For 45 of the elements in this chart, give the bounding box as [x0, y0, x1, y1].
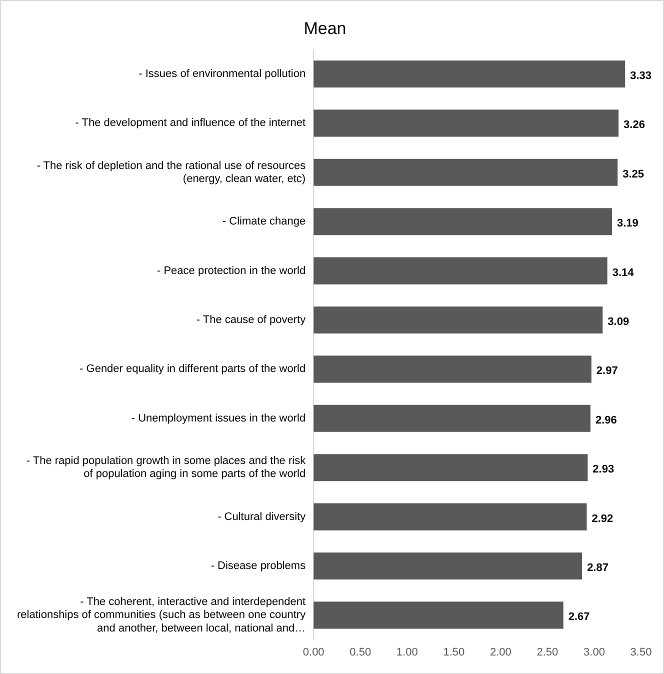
data-label: 2.87	[587, 562, 608, 574]
bar	[314, 158, 618, 186]
y-tick-label: - The risk of depletion and the rational use of resources (energy, clean water, etc)	[36, 160, 306, 186]
data-label: 3.19	[617, 218, 638, 230]
x-tick-label: 1.50	[443, 646, 465, 658]
y-tick-label: - Gender equality in different parts of the world	[80, 363, 306, 376]
x-tick-label: 3.50	[630, 646, 652, 658]
bar	[314, 60, 626, 88]
chart-title: Mean	[304, 18, 346, 38]
y-tick-label: - Issues of environmental pollution	[138, 68, 306, 80]
x-tick-label: 3.00	[584, 646, 605, 658]
y-tick-label: - Peace protection in the world	[157, 264, 306, 277]
y-tick-label: - Climate change	[222, 216, 306, 228]
data-label: 3.09	[608, 316, 630, 328]
x-tick-label: 0.00	[302, 646, 324, 658]
bar	[314, 356, 592, 383]
y-tick-label: - The coherent, interactive and interdependent relationships of communities (such as between one country and another, between local, national and…	[16, 596, 306, 634]
data-label: 3.25	[622, 168, 644, 180]
data-label: 2.97	[596, 365, 618, 378]
bar	[314, 602, 564, 629]
bar	[314, 208, 612, 236]
data-label: 2.96	[595, 414, 617, 426]
bar	[314, 110, 619, 137]
data-label: 3.26	[624, 119, 645, 132]
bar	[314, 404, 590, 432]
y-tick-label: - The rapid population growth in some places and the risk of population aging in some parts of the world	[26, 455, 306, 480]
data-label: 2.92	[592, 512, 614, 525]
bar	[314, 552, 582, 580]
data-label: 2.67	[568, 611, 590, 624]
y-tick-label: - The development and influence of the internet	[75, 117, 306, 130]
data-label: 2.93	[592, 464, 614, 476]
y-tick-label: - Disease problems	[210, 560, 306, 572]
data-label: 3.14	[612, 266, 635, 279]
bar	[314, 306, 603, 334]
bar	[314, 454, 588, 482]
y-tick-label: - Unemployment issues in the world	[131, 412, 306, 424]
y-tick-label: - The cause of poverty	[196, 314, 306, 326]
data-label: 3.33	[630, 70, 652, 82]
bar	[314, 257, 608, 284]
y-tick-label: - Cultural diversity	[218, 510, 306, 523]
bar	[314, 503, 587, 530]
x-tick-label: 2.50	[536, 646, 558, 658]
x-tick-label: 0.50	[350, 646, 372, 658]
x-tick-label: 1.00	[396, 646, 418, 658]
x-tick-label: 2.00	[490, 646, 512, 658]
